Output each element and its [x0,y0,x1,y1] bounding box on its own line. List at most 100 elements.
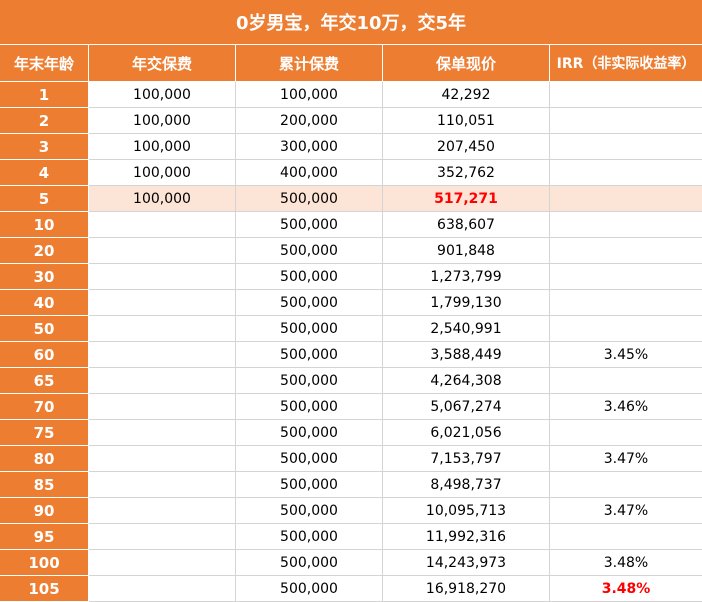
cumulative-premium-cell: 500,000 [236,550,383,576]
annual-premium-cell: 100,000 [89,160,236,186]
annual-premium-cell [89,446,236,472]
age-cell: 105 [0,576,89,602]
age-cell: 3 [0,134,89,160]
age-cell: 90 [0,498,89,524]
irr-cell: 3.47% [550,498,702,524]
cash-value-cell: 207,450 [383,134,550,160]
cash-value-cell: 11,992,316 [383,524,550,550]
irr-cell [550,238,702,264]
cumulative-premium-cell: 500,000 [236,212,383,238]
cash-value-cell: 5,067,274 [383,394,550,420]
age-cell: 40 [0,290,89,316]
irr-cell [550,212,702,238]
cash-value-cell: 638,607 [383,212,550,238]
header-cash-value: 保单现价 [383,45,550,82]
age-cell: 60 [0,342,89,368]
cash-value-cell: 110,051 [383,108,550,134]
age-cell: 50 [0,316,89,342]
cumulative-premium-cell: 200,000 [236,108,383,134]
annual-premium-cell: 100,000 [89,186,236,212]
header-cumulative-premium: 累计保费 [236,45,383,82]
irr-cell [550,264,702,290]
age-cell: 5 [0,186,89,212]
annual-premium-cell [89,576,236,602]
header-irr: IRR（非实际收益率） [550,45,702,82]
irr-cell [550,524,702,550]
cumulative-premium-cell: 500,000 [236,524,383,550]
annual-premium-cell: 100,000 [89,82,236,108]
header-annual-premium: 年交保费 [89,45,236,82]
cumulative-premium-cell: 300,000 [236,134,383,160]
cash-value-cell: 1,273,799 [383,264,550,290]
irr-cell: 3.47% [550,446,702,472]
age-cell: 10 [0,212,89,238]
cumulative-premium-cell: 500,000 [236,342,383,368]
age-cell: 20 [0,238,89,264]
annual-premium-cell: 100,000 [89,134,236,160]
age-cell: 95 [0,524,89,550]
cumulative-premium-cell: 100,000 [236,82,383,108]
age-cell: 30 [0,264,89,290]
irr-cell [550,108,702,134]
age-cell: 65 [0,368,89,394]
annual-premium-cell [89,342,236,368]
irr-cell [550,186,702,212]
irr-cell: 3.48% [550,576,702,602]
age-cell: 80 [0,446,89,472]
cash-value-cell: 901,848 [383,238,550,264]
irr-cell [550,134,702,160]
age-cell: 4 [0,160,89,186]
irr-cell [550,160,702,186]
age-cell: 70 [0,394,89,420]
cumulative-premium-cell: 500,000 [236,316,383,342]
header-age: 年末年龄 [0,45,89,82]
irr-cell [550,368,702,394]
cash-value-cell: 10,095,713 [383,498,550,524]
annual-premium-cell [89,368,236,394]
cumulative-premium-cell: 500,000 [236,498,383,524]
cash-value-cell: 1,799,130 [383,290,550,316]
cumulative-premium-cell: 500,000 [236,238,383,264]
annual-premium-cell: 100,000 [89,108,236,134]
annual-premium-cell [89,212,236,238]
age-cell: 85 [0,472,89,498]
annual-premium-cell [89,264,236,290]
cash-value-cell: 8,498,737 [383,472,550,498]
cash-value-cell: 2,540,991 [383,316,550,342]
irr-cell: 3.48% [550,550,702,576]
cumulative-premium-cell: 500,000 [236,446,383,472]
age-cell: 100 [0,550,89,576]
annual-premium-cell [89,316,236,342]
cash-value-cell: 6,021,056 [383,420,550,446]
cash-value-cell: 352,762 [383,160,550,186]
age-cell: 2 [0,108,89,134]
irr-cell: 3.46% [550,394,702,420]
cash-value-cell: 16,918,270 [383,576,550,602]
cumulative-premium-cell: 500,000 [236,576,383,602]
annual-premium-cell [89,524,236,550]
annual-premium-cell [89,238,236,264]
annual-premium-cell [89,550,236,576]
irr-cell [550,420,702,446]
cash-value-cell: 14,243,973 [383,550,550,576]
cumulative-premium-cell: 500,000 [236,368,383,394]
annual-premium-cell [89,394,236,420]
cash-value-cell: 3,588,449 [383,342,550,368]
annual-premium-cell [89,472,236,498]
cumulative-premium-cell: 500,000 [236,394,383,420]
age-cell: 1 [0,82,89,108]
cumulative-premium-cell: 500,000 [236,264,383,290]
cumulative-premium-cell: 500,000 [236,186,383,212]
irr-cell: 3.45% [550,342,702,368]
annual-premium-cell [89,498,236,524]
cash-value-cell: 7,153,797 [383,446,550,472]
cash-value-cell: 42,292 [383,82,550,108]
annual-premium-cell [89,420,236,446]
cumulative-premium-cell: 400,000 [236,160,383,186]
irr-cell [550,472,702,498]
cumulative-premium-cell: 500,000 [236,290,383,316]
irr-cell [550,316,702,342]
cumulative-premium-cell: 500,000 [236,420,383,446]
age-cell: 75 [0,420,89,446]
